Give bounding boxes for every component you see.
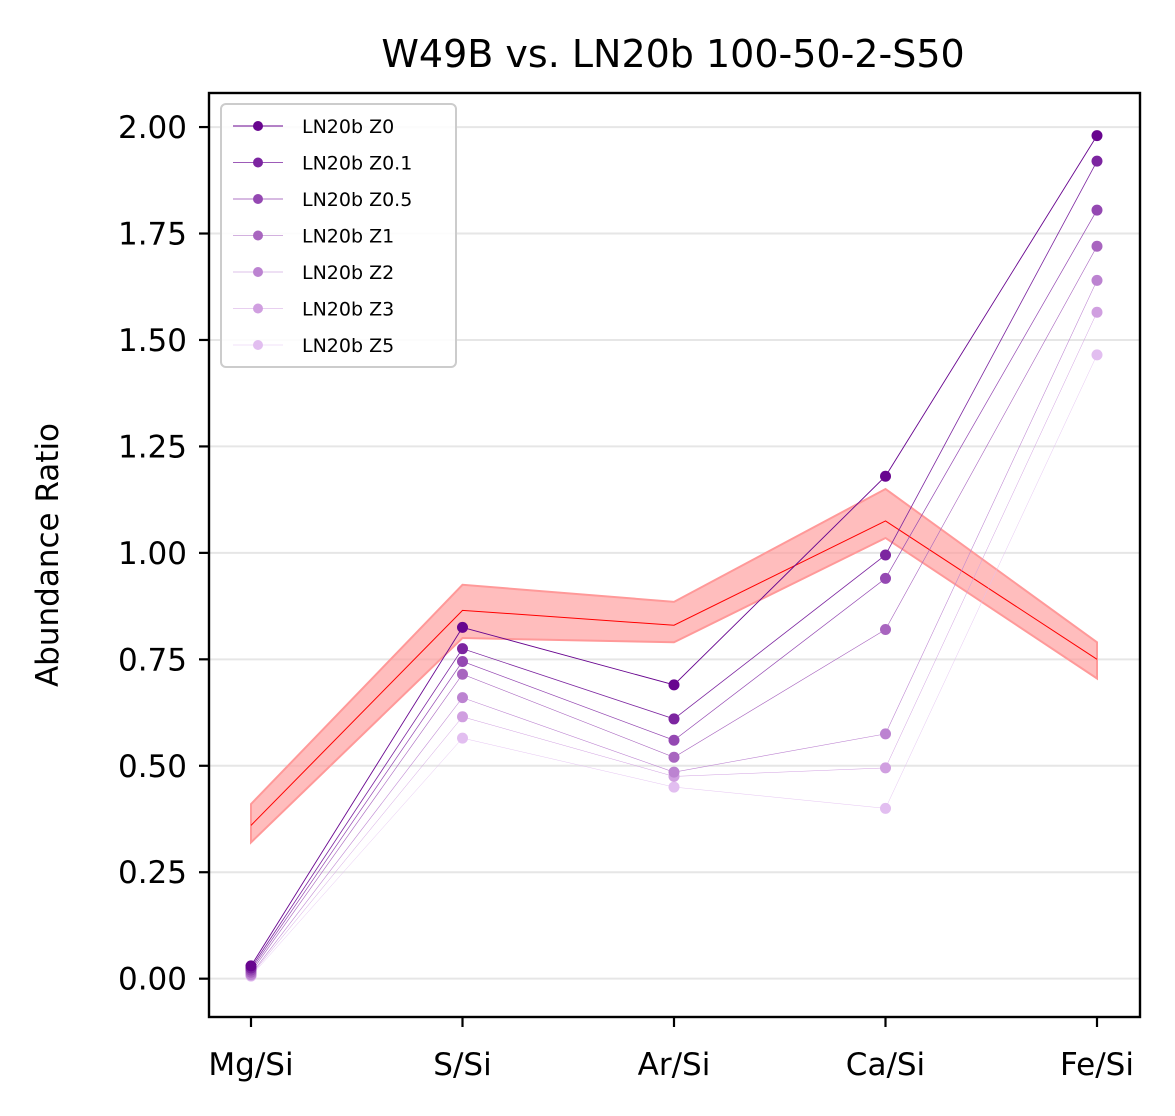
y-axis-ticks: 0.00 0.25 0.50 0.75 1.00 1.25 1.50 1.75 2.00 [118, 110, 209, 998]
data-point [880, 728, 891, 740]
data-point [1091, 240, 1103, 252]
series-ln20b-z0 [245, 130, 1103, 972]
legend-box [220, 103, 457, 368]
legend-entry: LN20b Z0 [233, 116, 394, 138]
data-point [668, 781, 680, 793]
data-point [1091, 155, 1103, 167]
data-point [457, 692, 468, 704]
legend-marker [253, 303, 263, 314]
data-point [1091, 204, 1103, 216]
y-tick-label: 1.00 [118, 536, 187, 572]
data-point [668, 734, 680, 746]
legend-label: LN20b Z0 [302, 116, 394, 138]
data-point [1091, 306, 1103, 318]
chart-title: W49B vs. LN20b 100-50-2-S50 [381, 32, 964, 76]
data-point [245, 960, 257, 972]
series-ln20b-z2 [245, 274, 1103, 980]
legend-entry: LN20b Z1 [233, 226, 394, 248]
series-line [250, 354, 1098, 977]
y-tick-label: 1.75 [118, 217, 187, 253]
x-axis-ticks: Mg/Si S/Si Ar/Si Ca/Si Fe/Si [208, 1017, 1134, 1083]
data-point [880, 802, 891, 814]
data-point [880, 624, 891, 636]
legend-label: LN20b Z3 [302, 299, 394, 321]
observed-line [250, 520, 1098, 826]
legend-marker [253, 340, 263, 350]
data-point [668, 766, 680, 778]
y-tick-label: 2.00 [118, 110, 187, 146]
y-tick-label: 0.75 [118, 642, 187, 678]
y-tick-label: 0.25 [118, 855, 187, 891]
legend-label: LN20b Z0.1 [302, 153, 412, 175]
legend-entry: LN20b Z2 [233, 262, 394, 284]
legend-label: LN20b Z5 [302, 335, 394, 357]
legend-entry: LN20b Z0.1 [233, 153, 412, 175]
series-line [250, 312, 1098, 976]
y-tick-label: 1.25 [118, 429, 187, 465]
legend-entry: LN20b Z3 [233, 299, 394, 321]
data-point [880, 572, 891, 584]
legend-marker [253, 267, 263, 277]
legend-marker [253, 157, 263, 168]
x-tick-label: Mg/Si [208, 1047, 293, 1083]
data-point [457, 643, 468, 655]
data-point [880, 549, 891, 561]
observed-uncertainty-band [250, 487, 1098, 845]
data-point [668, 713, 680, 725]
legend-marker [253, 121, 263, 131]
legend-label: LN20b Z1 [302, 226, 394, 248]
y-axis-label: Abundance Ratio [30, 423, 66, 687]
x-tick-label: Fe/Si [1060, 1047, 1134, 1083]
legend: LN20b Z0 LN20b Z0.1 LN20b Z0.5 LN20b Z1 LN20… [220, 103, 457, 368]
data-point [457, 621, 468, 633]
series-ln20b-z5 [245, 349, 1103, 982]
x-tick-label: Ar/Si [638, 1047, 711, 1083]
data-point [1091, 130, 1103, 142]
legend-marker [253, 230, 263, 241]
x-tick-label: Ca/Si [846, 1047, 925, 1083]
observed-band [250, 487, 1098, 845]
series-lines [245, 130, 1103, 982]
y-tick-label: 0.50 [118, 749, 187, 785]
legend-label: LN20b Z0.5 [302, 189, 412, 211]
series-ln20b-z3 [245, 306, 1103, 981]
data-point [880, 762, 891, 774]
legend-marker [253, 194, 263, 204]
data-point [457, 732, 468, 744]
data-point [1091, 274, 1103, 286]
data-point [668, 751, 680, 763]
y-tick-label: 1.50 [118, 323, 187, 359]
legend-entry: LN20b Z0.5 [233, 189, 412, 211]
data-point [668, 679, 680, 691]
data-point [880, 470, 891, 482]
legend-entry: LN20b Z5 [233, 335, 394, 357]
data-point [457, 711, 468, 723]
legend-label: LN20b Z2 [302, 262, 394, 284]
data-point [457, 655, 468, 667]
y-tick-label: 0.00 [118, 962, 187, 998]
x-tick-label: S/Si [433, 1047, 491, 1083]
data-point [1091, 349, 1103, 361]
data-point [457, 668, 468, 680]
